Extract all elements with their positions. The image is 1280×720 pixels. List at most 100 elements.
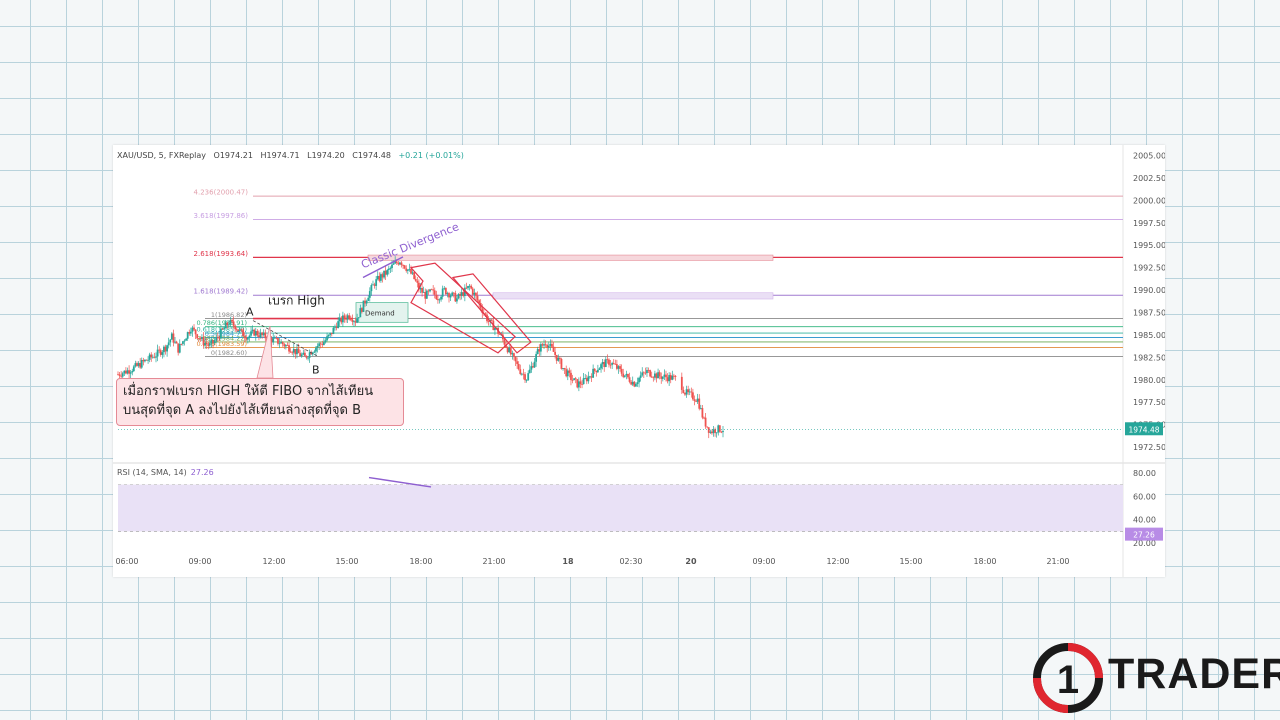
candle-body bbox=[346, 315, 349, 320]
candle-body bbox=[552, 346, 555, 352]
y-axis-tick: 1972.50 bbox=[1133, 443, 1165, 452]
candle-body bbox=[383, 270, 385, 278]
candle-body bbox=[641, 372, 644, 376]
ohlc-low: L1974.20 bbox=[307, 151, 345, 160]
candle-body bbox=[619, 366, 621, 369]
candle-body bbox=[375, 279, 378, 286]
candle-body bbox=[712, 429, 715, 434]
candle-body bbox=[273, 337, 276, 339]
candle-body bbox=[175, 341, 178, 344]
candle-body bbox=[715, 432, 718, 434]
candle-body bbox=[359, 308, 362, 318]
candle-body bbox=[362, 300, 365, 312]
candle-body bbox=[604, 359, 607, 368]
y-axis-tick: 1987.50 bbox=[1133, 308, 1165, 317]
candle-body bbox=[460, 292, 463, 296]
candle-body bbox=[408, 268, 411, 270]
candle-body bbox=[199, 338, 202, 340]
down-channel-arrow-2 bbox=[451, 273, 532, 354]
candle-body bbox=[378, 275, 381, 281]
candle-body bbox=[277, 338, 279, 344]
candle-body bbox=[457, 294, 460, 299]
price-chart: 2005.00 2002.50 2000.00 1997.50 1995.00 1992.… bbox=[113, 145, 1165, 577]
candle-body bbox=[332, 327, 335, 334]
candle-body bbox=[242, 329, 245, 337]
candle-body bbox=[614, 363, 617, 365]
candle-body bbox=[329, 332, 332, 335]
candle-body bbox=[367, 297, 370, 301]
candle-body bbox=[289, 351, 292, 353]
candle-body bbox=[201, 337, 203, 339]
candle-body bbox=[494, 327, 496, 331]
y-axis-tick: 1985.00 bbox=[1133, 331, 1165, 340]
rsi-label: RSI (14, SMA, 14) bbox=[117, 468, 187, 477]
candle-body bbox=[554, 351, 557, 355]
extension-zone-mid bbox=[492, 292, 774, 300]
candle-body bbox=[155, 356, 157, 358]
candle-body bbox=[449, 295, 452, 298]
candle-body bbox=[639, 375, 642, 378]
candle-body bbox=[581, 384, 583, 385]
candle-body bbox=[313, 351, 316, 353]
candle-body bbox=[573, 378, 576, 381]
candle-body bbox=[562, 368, 564, 369]
candle-body bbox=[284, 345, 287, 347]
fib-anchor-line bbox=[252, 320, 319, 357]
price-label: 1974.48 bbox=[1128, 425, 1159, 434]
x-axis-tick: 18:00 bbox=[409, 557, 432, 566]
rsi-axis-tick: 20.00 bbox=[1133, 539, 1156, 548]
candle-body bbox=[647, 370, 650, 371]
y-axis-tick: 1980.00 bbox=[1133, 376, 1165, 385]
x-axis-tick: 09:00 bbox=[188, 557, 211, 566]
x-axis-tick: 12:00 bbox=[826, 557, 849, 566]
candle-body bbox=[576, 379, 579, 388]
x-axis-tick: 02:30 bbox=[619, 557, 642, 566]
candle-body bbox=[685, 389, 688, 395]
chart-card: 2005.00 2002.50 2000.00 1997.50 1995.00 1992.… bbox=[113, 145, 1165, 577]
candle-body bbox=[349, 318, 352, 320]
y-axis-tick: 1997.50 bbox=[1133, 219, 1165, 228]
candle-body bbox=[663, 374, 666, 377]
candle-body bbox=[584, 378, 587, 379]
candle-body bbox=[652, 377, 655, 379]
candle-body bbox=[717, 425, 720, 433]
candle-body bbox=[528, 369, 531, 374]
candle-body bbox=[711, 431, 713, 434]
x-axis-tick: 21:00 bbox=[1046, 557, 1069, 566]
candle-body bbox=[380, 274, 382, 281]
candle-body bbox=[666, 377, 669, 382]
candle-body bbox=[703, 417, 705, 419]
candle-body bbox=[555, 354, 558, 361]
candle-body bbox=[414, 278, 417, 281]
candle-body bbox=[226, 322, 229, 326]
candle-body bbox=[213, 340, 216, 344]
candle-body bbox=[348, 315, 351, 319]
candle-body bbox=[148, 354, 151, 360]
candle-body bbox=[541, 344, 544, 346]
candle-body bbox=[598, 368, 601, 370]
logo-digit: 1 bbox=[1057, 658, 1079, 702]
y-axis-tick: 1990.00 bbox=[1133, 286, 1165, 295]
candle-body bbox=[140, 360, 143, 368]
candle-body bbox=[525, 379, 528, 381]
fib-label: 3.618(1997.86) bbox=[194, 212, 249, 220]
candle-body bbox=[237, 329, 240, 331]
candle-body bbox=[714, 429, 716, 433]
candle-body bbox=[172, 333, 175, 343]
candle-body bbox=[164, 346, 167, 352]
candle-body bbox=[421, 288, 423, 293]
candle-body bbox=[337, 321, 340, 329]
rsi-divergence-line bbox=[368, 476, 432, 488]
y-axis-tick: 2005.00 bbox=[1133, 151, 1165, 160]
candle-body bbox=[596, 369, 599, 373]
candle-body bbox=[246, 337, 249, 340]
candle-body bbox=[568, 370, 571, 373]
demand-label: Demand bbox=[365, 309, 395, 317]
candle-body bbox=[631, 381, 634, 385]
candle-body bbox=[440, 296, 442, 300]
candle-body bbox=[532, 366, 534, 368]
candle-body bbox=[571, 379, 574, 381]
candle-body bbox=[234, 325, 237, 330]
candle-body bbox=[218, 337, 221, 339]
candle-body bbox=[240, 329, 243, 331]
